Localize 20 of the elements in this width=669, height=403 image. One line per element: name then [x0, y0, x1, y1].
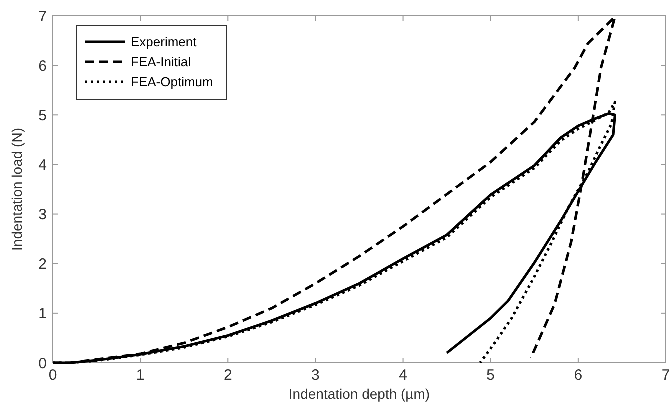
x-tick-label: 4	[399, 367, 408, 384]
y-tick-label: 5	[38, 107, 47, 124]
legend-label: FEA-Initial	[131, 54, 192, 70]
x-tick-label: 3	[312, 367, 320, 384]
y-tick-label: 6	[38, 58, 47, 75]
y-tick-label: 3	[38, 206, 47, 224]
y-tick-label: 7	[38, 8, 47, 26]
legend-label: Experiment	[131, 34, 198, 50]
x-axis-title: Indentation depth (µm)	[288, 386, 430, 402]
x-tick-label: 5	[486, 367, 496, 384]
x-tick-label: 1	[136, 367, 145, 384]
y-axis-title: Indentation load (N)	[9, 128, 25, 251]
y-tick-label: 1	[38, 306, 47, 323]
legend-label: FEA-Optimum	[131, 74, 214, 90]
y-tick-label: 0	[38, 355, 47, 372]
x-tick-label: 6	[574, 367, 583, 384]
y-tick-label: 4	[38, 156, 47, 174]
x-tick-label: 2	[224, 367, 232, 384]
y-tick-label: 2	[38, 256, 47, 274]
x-tick-label: 7	[662, 367, 669, 384]
